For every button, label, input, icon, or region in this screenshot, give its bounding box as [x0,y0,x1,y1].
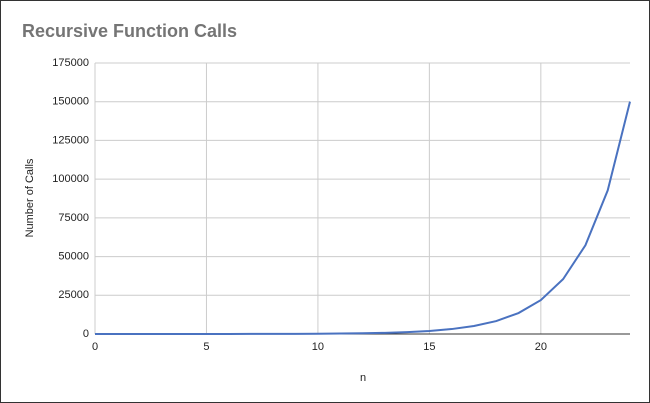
x-axis-label: n [360,372,366,384]
x-tick-label: 0 [92,341,98,353]
chart-title: Recursive Function Calls [22,21,237,41]
y-tick-label: 75000 [58,212,89,224]
y-tick-label: 125000 [52,134,89,146]
x-tick-label: 15 [423,341,435,353]
y-axis-label: Number of Calls [24,158,36,237]
x-tick-label: 5 [203,341,209,353]
data-line [95,101,631,335]
x-tick-label: 20 [535,341,547,353]
y-tick-label: 50000 [58,250,89,262]
y-tick-label: 0 [83,328,89,340]
y-tick-label: 100000 [52,173,89,185]
y-tick-label: 25000 [58,289,89,301]
y-tick-label: 150000 [52,96,89,108]
x-tick-label: 10 [312,341,324,353]
y-tick-label: 175000 [52,57,89,69]
